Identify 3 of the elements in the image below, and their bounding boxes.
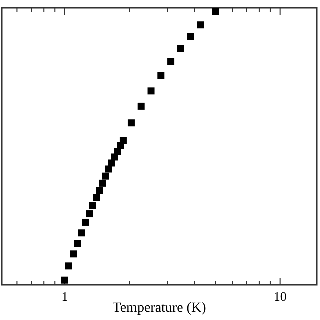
x-axis-title: Temperature (K)	[112, 301, 207, 316]
x-tick-label: 10	[274, 289, 287, 304]
x-tick-label: 1	[62, 289, 68, 304]
